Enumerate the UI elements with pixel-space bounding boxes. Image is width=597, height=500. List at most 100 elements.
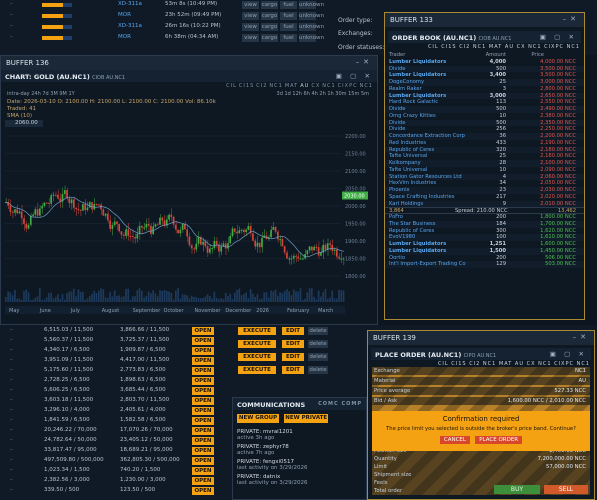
cancel-button[interactable]: CANCEL bbox=[439, 436, 470, 444]
trader-name[interactable]: Phoenix bbox=[389, 187, 410, 193]
exchange-tab[interactable]: AU bbox=[300, 83, 310, 89]
orderbook-row[interactable]: Divide 500 2,490.00 NCC bbox=[385, 106, 584, 113]
fuel-button[interactable]: fuel bbox=[280, 34, 297, 42]
delete-button[interactable]: delete bbox=[308, 353, 328, 361]
trader-name[interactable]: Divide bbox=[389, 65, 406, 72]
view-button[interactable]: view bbox=[242, 23, 259, 31]
timeline-strip[interactable] bbox=[5, 306, 345, 314]
orderbook-row[interactable]: Realm Raker 3 2,800.00 NCC bbox=[385, 86, 584, 93]
edit-button[interactable]: EDIT bbox=[282, 340, 304, 348]
orderbook-row[interactable]: Omg Crazy Kitties 10 2,380.00 NCC bbox=[385, 113, 584, 120]
new-private-button[interactable]: NEW PRIVATE bbox=[284, 414, 329, 423]
exchange-tab[interactable]: NC1 bbox=[322, 83, 336, 89]
range-selector[interactable]: intra-day 24h 7d 3M 9M 1Y bbox=[7, 91, 75, 97]
edit-button[interactable]: EDIT bbox=[282, 327, 304, 335]
open-button[interactable]: OPEN bbox=[192, 347, 214, 355]
orderbook-titlebar[interactable]: BUFFER 133 –✕ bbox=[385, 13, 584, 27]
trader-name[interactable]: Divide bbox=[389, 119, 406, 126]
open-button[interactable]: OPEN bbox=[192, 377, 214, 385]
orderbook-row[interactable]: Lumber Liquidators 3,400 3,500.00 NCC bbox=[385, 72, 584, 79]
trader-name[interactable]: Realm Raker bbox=[389, 85, 422, 92]
comm-item[interactable]: PRIVATE: fengxi0517 last activity on 3/29… bbox=[237, 459, 362, 471]
place-order-exchanges[interactable]: CIL CI1S CI2 NC1 MAT AU CX NC1 CIXPC NC1 bbox=[437, 361, 590, 367]
orderbook-row[interactable]: Kolkompany 28 2,100.00 NCC bbox=[385, 160, 584, 167]
tab-comp[interactable]: COMP bbox=[341, 401, 362, 407]
orderbook-exchanges[interactable]: CIL CI1S CI2 NC1 MAT AU CX NC1 CIXPC NC1 bbox=[427, 44, 580, 50]
trader-name[interactable]: Lumber Liquidators bbox=[389, 72, 447, 79]
trader-name[interactable]: Int'l Import-Export Trading Co bbox=[389, 261, 466, 268]
flight-symbol[interactable]: XD-311a bbox=[118, 1, 142, 7]
trader-name[interactable]: HexVim Industries bbox=[389, 180, 437, 187]
trader-name[interactable]: Lumber Liquidators bbox=[389, 241, 447, 247]
flight-symbol[interactable]: MOR bbox=[118, 12, 131, 18]
price-chart[interactable]: 2200.00 2150.00 2100.00 2050.00 2000.00 1950.… bbox=[1, 132, 377, 322]
cargo-button[interactable]: cargo bbox=[261, 12, 278, 20]
fuel-button[interactable]: fuel bbox=[280, 23, 297, 31]
delete-button[interactable]: delete bbox=[308, 366, 328, 374]
trader-name[interactable]: Red Industries bbox=[389, 139, 427, 146]
open-button[interactable]: OPEN bbox=[192, 487, 214, 495]
trader-name[interactable]: EvoV1980 bbox=[389, 234, 416, 241]
trader-name[interactable]: Tafte Universal bbox=[389, 153, 428, 160]
exchange-tab[interactable]: CI2 bbox=[256, 83, 268, 89]
orderbook-row[interactable]: Tafte Universal 25 2,180.00 NCC bbox=[385, 153, 584, 160]
tab-comc[interactable]: COMC bbox=[318, 401, 339, 407]
fuel-button[interactable]: fuel bbox=[280, 12, 297, 20]
orderbook-row[interactable]: DogeConomy 25 3,000.00 NCC bbox=[385, 79, 584, 86]
orderbook-row[interactable]: Red Industries 433 2,190.00 NCC bbox=[385, 140, 584, 147]
edit-button[interactable]: EDIT bbox=[282, 366, 304, 374]
edit-button[interactable]: EDIT bbox=[282, 353, 304, 361]
trader-name[interactable]: Republic of Ceres bbox=[389, 146, 435, 153]
orderbook-row[interactable]: Karl Holdings 9 2,010.00 NCC bbox=[385, 200, 584, 208]
orderbook-row[interactable]: Divide 500 2,350.00 NCC bbox=[385, 119, 584, 127]
trader-name[interactable]: Divide bbox=[389, 106, 406, 112]
open-button[interactable]: OPEN bbox=[192, 397, 214, 405]
open-button[interactable]: OPEN bbox=[192, 447, 214, 455]
orderbook-row[interactable]: Lumber Liquidators 4,000 4,000.00 NCC bbox=[385, 59, 584, 66]
orderbook-row[interactable]: Station Gator Resources Ltd 4 2,060.00 NCC bbox=[385, 173, 584, 181]
unknown-button[interactable]: unknown bbox=[299, 12, 324, 20]
trader-name[interactable]: Lumber Liquidators bbox=[389, 247, 447, 254]
view-button[interactable]: view bbox=[242, 12, 259, 20]
flight-symbol[interactable]: MOR bbox=[118, 34, 131, 40]
open-button[interactable]: OPEN bbox=[192, 407, 214, 415]
open-button[interactable]: OPEN bbox=[192, 437, 214, 445]
exchange-tab[interactable]: NC1 bbox=[359, 83, 373, 89]
orderbook-controls[interactable]: ▣ ▢ ✕ bbox=[539, 33, 577, 41]
delete-button[interactable]: delete bbox=[308, 327, 328, 335]
orderbook-row[interactable]: Divide 256 2,250.00 NCC bbox=[385, 126, 584, 133]
field-value[interactable]: 527.33 NCC bbox=[554, 388, 586, 394]
orderbook-row[interactable]: Oortio 200 506.00 NCC bbox=[385, 255, 584, 262]
window-controls[interactable]: –✕ bbox=[562, 15, 580, 23]
window-controls[interactable]: –✕ bbox=[355, 58, 373, 66]
open-button[interactable]: OPEN bbox=[192, 367, 214, 375]
orderbook-row[interactable]: Int'l Import-Export Trading Co 129 503.00 … bbox=[385, 261, 584, 268]
comm-item[interactable]: PRIVATE: zephyr78 active 7h ago bbox=[237, 444, 362, 456]
exchange-tab[interactable]: CIXPC bbox=[337, 83, 358, 89]
view-button[interactable]: view bbox=[242, 34, 259, 42]
field-value[interactable]: 57,000.00 NCC bbox=[545, 464, 586, 470]
orderbook-row[interactable]: PoFro 200 1,800.00 NCC bbox=[385, 214, 584, 221]
exchange-tab[interactable]: CI1S bbox=[238, 83, 255, 89]
comm-item[interactable]: PRIVATE: datnix last activity on 3/29/202… bbox=[237, 474, 362, 486]
exchange-tab[interactable]: NC1 bbox=[269, 83, 283, 89]
trader-name[interactable]: Space Crafting Industries bbox=[389, 193, 455, 200]
open-button[interactable]: OPEN bbox=[192, 387, 214, 395]
orderbook-row[interactable]: Hard Rock Galactic 113 2,550.00 NCC bbox=[385, 99, 584, 106]
exchange-tab[interactable]: MAT bbox=[284, 83, 299, 89]
open-button[interactable]: OPEN bbox=[192, 327, 214, 335]
open-button[interactable]: OPEN bbox=[192, 477, 214, 485]
trader-name[interactable]: Lumber Liquidators bbox=[389, 58, 447, 65]
orderbook-row[interactable]: Divide 500 3,500.00 NCC bbox=[385, 65, 584, 73]
unknown-button[interactable]: unknown bbox=[299, 34, 324, 42]
orderbook-row[interactable]: EvoV1980 100 1,610.00 NCC bbox=[385, 234, 584, 241]
exchange-tab[interactable]: CIL bbox=[226, 83, 237, 89]
trader-name[interactable]: Kolkompany bbox=[389, 160, 421, 166]
open-button[interactable]: OPEN bbox=[192, 337, 214, 345]
chart-window-titlebar[interactable]: BUFFER 136 –✕ bbox=[1, 56, 377, 70]
execute-button[interactable]: EXECUTE bbox=[238, 353, 276, 361]
field-value[interactable]: 2,400.00 NCC bbox=[549, 448, 586, 454]
trader-name[interactable]: Concordance Extraction Corp bbox=[389, 133, 465, 139]
interval-selector[interactable]: 3d 1d 12h 6h 4h 2h 1h 30m 15m 5m bbox=[276, 91, 369, 97]
cargo-button[interactable]: cargo bbox=[261, 34, 278, 42]
